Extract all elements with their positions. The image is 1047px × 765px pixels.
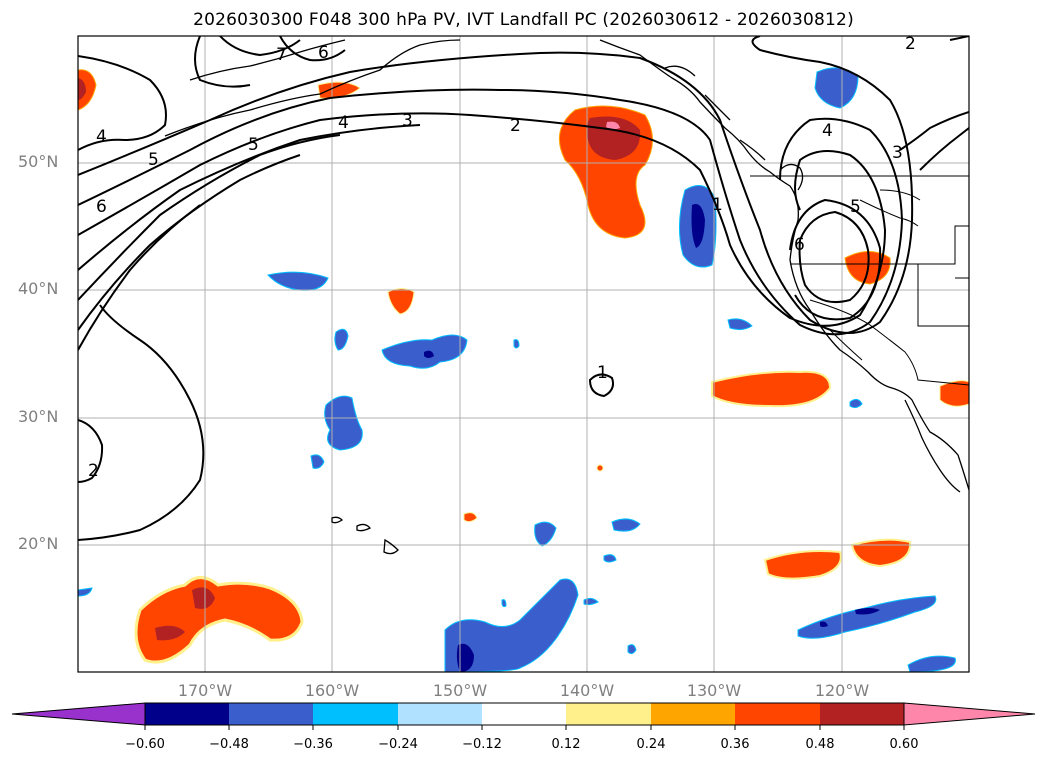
lon-label: 130°W xyxy=(686,681,742,700)
negative-anomaly-patch xyxy=(797,595,937,639)
colorbar-tick-label: 0.48 xyxy=(805,737,835,752)
contour-label: 7 xyxy=(276,45,287,65)
negative-anomaly-patch xyxy=(627,644,637,655)
contour-label: 4 xyxy=(338,113,349,133)
negative-anomaly-patch xyxy=(501,599,507,608)
contour-label: 5 xyxy=(148,150,159,170)
political-borders xyxy=(750,175,969,386)
contour-label: 2 xyxy=(510,116,521,136)
colorbar-tick-label: −0.48 xyxy=(209,737,249,752)
coastlines xyxy=(164,39,969,555)
colorbar-bin xyxy=(145,703,229,725)
positive-anomaly-peak xyxy=(606,121,620,130)
map-frame xyxy=(77,35,970,673)
colorbar-bin xyxy=(482,703,566,725)
negative-anomaly-patch xyxy=(334,328,349,351)
negative-anomaly-core xyxy=(456,643,474,672)
contour-label: 1 xyxy=(597,363,608,383)
negative-anomaly-core xyxy=(691,204,705,248)
negative-anomaly-patch xyxy=(513,339,520,349)
colorbar-tick-label: −0.24 xyxy=(378,737,418,752)
contour-label: 6 xyxy=(794,235,805,255)
negative-anomaly-patch xyxy=(444,578,579,672)
negative-anomaly-patch xyxy=(849,398,863,409)
positive-anomaly-core xyxy=(78,78,86,100)
colorbar-tick-label: −0.12 xyxy=(462,737,502,752)
negative-anomaly-patch xyxy=(310,454,325,469)
contour-label: 4 xyxy=(822,121,833,141)
lon-label: 120°W xyxy=(814,681,870,700)
colorbar-tick-label: 0.24 xyxy=(636,737,666,752)
negative-anomaly-patch xyxy=(78,587,93,597)
colorbar-bin xyxy=(398,703,482,725)
colorbar-extend-low xyxy=(11,702,146,726)
negative-anomaly-core xyxy=(855,608,880,615)
contour-label: 4 xyxy=(96,127,107,147)
negative-anomaly-patch xyxy=(907,655,956,672)
contour-label: 3 xyxy=(402,111,413,131)
pv-anomaly-fills xyxy=(78,67,969,672)
lat-label: 50°N xyxy=(18,152,59,171)
contour-label: 3 xyxy=(892,143,903,163)
colorbar-tick-label: −0.36 xyxy=(293,737,333,752)
colorbar-tick-label: 0.60 xyxy=(889,737,919,752)
lat-label: 20°N xyxy=(18,534,59,553)
contour-label: 6 xyxy=(318,43,329,63)
colorbar-bin xyxy=(735,703,820,725)
negative-anomaly-patch xyxy=(381,334,468,369)
positive-anomaly-patch xyxy=(711,370,832,408)
negative-anomaly-core xyxy=(424,350,434,358)
negative-anomaly-patch xyxy=(534,521,557,547)
positive-anomaly-patch xyxy=(387,288,415,315)
negative-anomaly-patch xyxy=(267,271,329,291)
contour-label: 1 xyxy=(712,195,723,215)
positive-anomaly-patch xyxy=(850,538,912,568)
colorbar-bin xyxy=(651,703,735,725)
colorbar-frame xyxy=(144,702,905,726)
contour-label: 2 xyxy=(905,34,916,54)
negative-anomaly-patch xyxy=(603,554,617,563)
map-title: 2026030300 F048 300 hPa PV, IVT Landfall… xyxy=(193,10,854,30)
negative-anomaly-core xyxy=(820,621,828,627)
colorbar-bin xyxy=(820,703,904,725)
negative-anomaly-patch xyxy=(324,395,363,451)
negative-anomaly-patch xyxy=(611,518,641,532)
colorbar-bin xyxy=(566,703,651,725)
negative-anomaly-patch xyxy=(814,67,859,109)
positive-anomaly-core xyxy=(155,625,185,641)
lon-label: 150°W xyxy=(432,681,488,700)
lat-label: 30°N xyxy=(18,407,59,426)
positive-anomaly-patch xyxy=(134,576,304,664)
positive-anomaly-patch xyxy=(763,550,842,580)
contour-label: 5 xyxy=(850,197,861,217)
lat-label: 40°N xyxy=(18,279,59,298)
lon-label: 140°W xyxy=(559,681,615,700)
colorbar-extend-high xyxy=(903,702,1036,726)
lon-label: 160°W xyxy=(304,681,360,700)
positive-anomaly-patch xyxy=(596,464,604,472)
lon-label: 170°W xyxy=(177,681,233,700)
contour-label: 5 xyxy=(248,135,259,155)
positive-anomaly-patch xyxy=(78,69,97,111)
contour-label: 2 xyxy=(88,461,99,481)
graticule xyxy=(78,36,969,672)
negative-anomaly-patch xyxy=(727,318,753,331)
colorbar-tick-label: 0.36 xyxy=(720,737,750,752)
positive-anomaly-patch xyxy=(463,512,478,523)
colorbar-tick-label: 0.12 xyxy=(551,737,581,752)
negative-anomaly-patch xyxy=(583,597,599,606)
colorbar-tick-label: −0.60 xyxy=(125,737,165,752)
contour-label: 6 xyxy=(96,197,107,217)
positive-anomaly-patch xyxy=(939,380,969,407)
colorbar xyxy=(11,702,1036,730)
colorbar-bin xyxy=(313,703,398,725)
pv-contours xyxy=(78,36,969,541)
positive-anomaly-core xyxy=(192,587,215,609)
colorbar-bin xyxy=(229,703,313,725)
